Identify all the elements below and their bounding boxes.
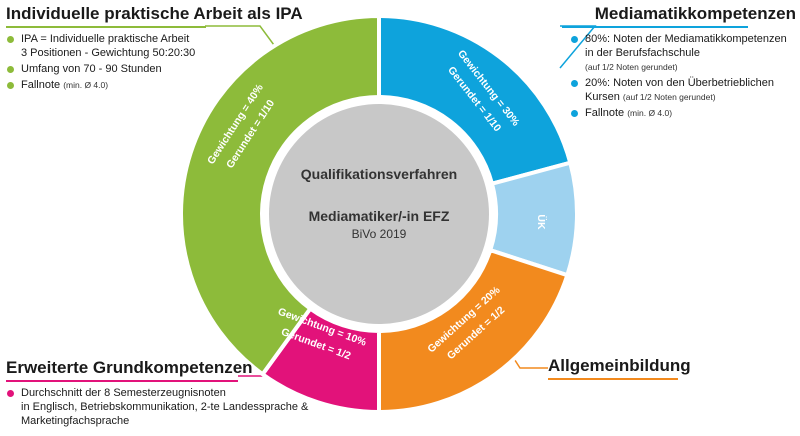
bullet-dot xyxy=(7,82,14,89)
bullet-dot xyxy=(7,66,14,73)
bullet-dot xyxy=(571,36,578,43)
erweitert-panel: Erweiterte Grundkompetenzen Durchschnitt… xyxy=(6,358,346,430)
list-item: 80%: Noten der Mediamatikkompetenzen in d… xyxy=(570,32,796,74)
list-item: Umfang von 70 - 90 Stunden xyxy=(6,62,246,76)
list-item: Fallnote (min. Ø 4.0) xyxy=(570,106,796,120)
bullet-dot xyxy=(571,80,578,87)
mediamatik-panel: Mediamatikkompetenzen 80%: Noten der Med… xyxy=(560,4,796,122)
list-item: Fallnote (min. Ø 4.0) xyxy=(6,78,246,92)
bullet-dot xyxy=(7,390,14,397)
allgemein-panel-title: Allgemeinbildung xyxy=(548,356,691,375)
ipa-panel: Individuelle praktische Arbeit als IPA I… xyxy=(6,4,303,94)
center-disc xyxy=(269,104,489,324)
bullet-dot xyxy=(571,110,578,117)
ipa-panel-title: Individuelle praktische Arbeit als IPA xyxy=(6,4,303,23)
list-item: Durchschnitt der 8 Semesterzeugnisnoten i… xyxy=(6,386,346,428)
mediamatik-panel-title: Mediamatikkompetenzen xyxy=(594,4,796,23)
allgemein-panel: Allgemeinbildung xyxy=(548,356,691,380)
mediamatik-panel-underline xyxy=(562,26,748,28)
mediamatik-panel-list: 80%: Noten der Mediamatikkompetenzen in d… xyxy=(570,32,796,120)
erweitert-panel-list: Durchschnitt der 8 Semesterzeugnisnoten i… xyxy=(6,386,346,428)
center-subtitle: Mediamatiker/-in EFZ xyxy=(308,208,450,224)
bullet-dot xyxy=(7,36,14,43)
list-item: 20%: Noten von den Überbetrieblichen Kurs… xyxy=(570,76,796,104)
list-item: IPA = Individuelle praktische Arbeit 3 Po… xyxy=(6,32,246,60)
uk-label: ÜK xyxy=(535,214,548,230)
center-title: Qualifikationsverfahren xyxy=(300,166,458,182)
erweitert-panel-underline xyxy=(6,380,238,382)
ipa-panel-underline xyxy=(6,26,206,28)
center-bivo: BiVo 2019 xyxy=(351,227,407,241)
erweitert-panel-title: Erweiterte Grundkompetenzen xyxy=(6,358,253,377)
ipa-panel-list: IPA = Individuelle praktische Arbeit 3 Po… xyxy=(6,32,246,92)
ring-segments xyxy=(179,13,579,415)
allgemein-panel-underline xyxy=(548,378,678,380)
